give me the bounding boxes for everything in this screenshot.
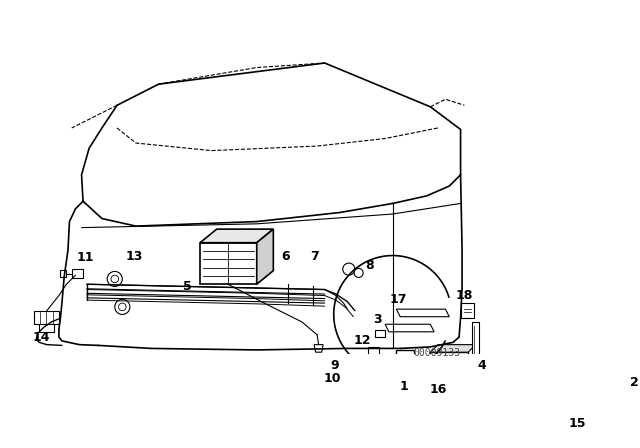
Polygon shape — [396, 309, 449, 317]
Text: 9: 9 — [330, 358, 339, 371]
Circle shape — [108, 271, 122, 287]
Text: 2: 2 — [630, 376, 639, 389]
Polygon shape — [385, 324, 434, 332]
Text: 8: 8 — [365, 259, 374, 272]
Polygon shape — [257, 229, 273, 284]
Text: 16: 16 — [429, 383, 447, 396]
Polygon shape — [396, 350, 414, 415]
Text: 7: 7 — [310, 250, 319, 263]
Polygon shape — [60, 270, 67, 277]
Polygon shape — [369, 347, 379, 358]
Polygon shape — [342, 365, 360, 371]
Text: 1: 1 — [399, 379, 408, 392]
Polygon shape — [34, 310, 59, 324]
Polygon shape — [430, 416, 468, 428]
Text: 6: 6 — [281, 250, 290, 263]
Polygon shape — [414, 370, 468, 413]
Circle shape — [340, 375, 351, 385]
Text: 11: 11 — [77, 251, 94, 264]
Polygon shape — [39, 324, 54, 332]
Text: 13: 13 — [125, 250, 143, 263]
Polygon shape — [472, 322, 479, 416]
Circle shape — [115, 299, 130, 314]
Text: 18: 18 — [456, 289, 473, 302]
Text: 3: 3 — [373, 313, 382, 326]
Polygon shape — [461, 303, 474, 318]
Text: 17: 17 — [390, 293, 408, 306]
Polygon shape — [200, 229, 273, 243]
Polygon shape — [200, 243, 257, 284]
Polygon shape — [72, 269, 83, 278]
Polygon shape — [314, 345, 323, 352]
Polygon shape — [430, 345, 476, 352]
Text: 10: 10 — [323, 372, 341, 385]
Text: 5: 5 — [183, 280, 191, 293]
Text: 12: 12 — [354, 334, 371, 347]
Polygon shape — [430, 352, 468, 415]
Polygon shape — [375, 330, 385, 337]
Circle shape — [354, 268, 363, 277]
Text: 15: 15 — [569, 418, 586, 431]
Circle shape — [343, 263, 355, 275]
Text: 4: 4 — [477, 358, 486, 371]
Text: 14: 14 — [33, 331, 51, 344]
Text: 00009133: 00009133 — [413, 349, 461, 358]
